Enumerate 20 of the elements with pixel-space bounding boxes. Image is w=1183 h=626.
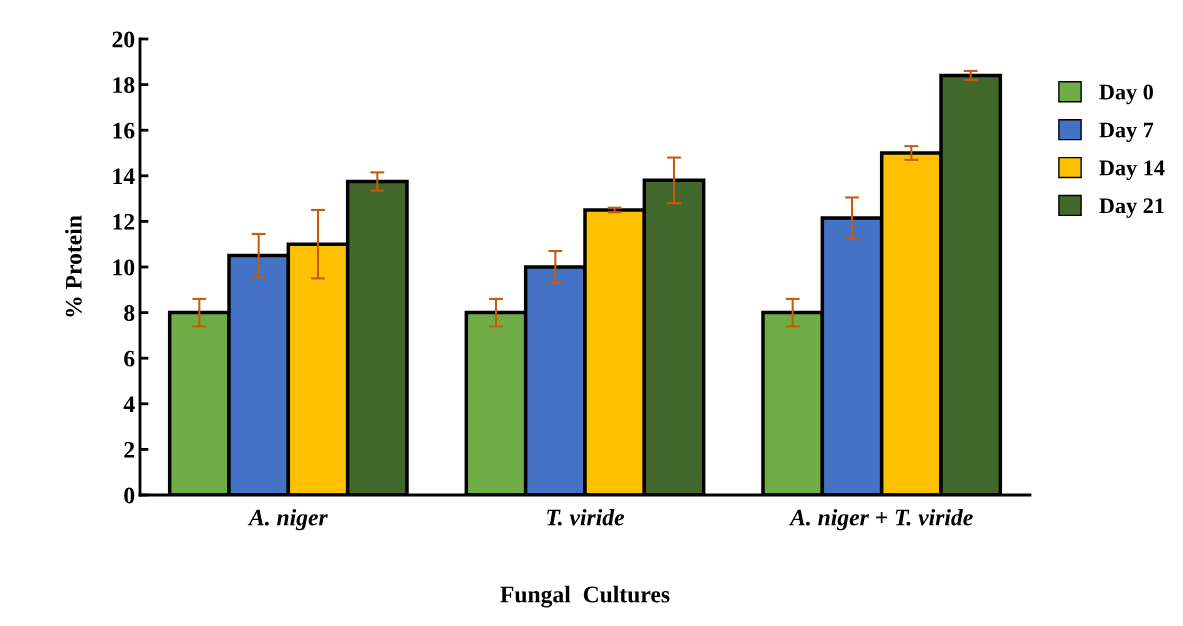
x-tick-label: T. viride [547, 508, 625, 526]
y-tick-label: 10 [113, 259, 135, 276]
y-tick-label: 20 [112, 31, 135, 48]
y-tick-label: 16 [113, 122, 135, 139]
y-tick-label: 12 [113, 213, 135, 230]
y-tick-label: 4 [123, 396, 135, 412]
x-tick-label: A. niger [247, 508, 328, 531]
legend-label: Day 21 [1099, 198, 1164, 218]
y-tick-label: 14 [113, 168, 135, 184]
y-axis-title: % Protein [65, 215, 82, 317]
y-tick-label: 6 [124, 350, 135, 367]
y-tick-label: 18 [113, 77, 135, 94]
y-tick-label: 0 [124, 487, 135, 504]
legend-label: Day 7 [1099, 122, 1154, 143]
legend-label: Day 0 [1099, 84, 1153, 105]
legend-label: Day 14 [1099, 160, 1165, 180]
x-tick-label: A. niger + T. viride [788, 508, 973, 531]
x-axis-title: Fungal Cultures [500, 585, 670, 608]
y-tick-label: 2 [124, 441, 135, 458]
y-tick-label: 8 [124, 305, 135, 322]
